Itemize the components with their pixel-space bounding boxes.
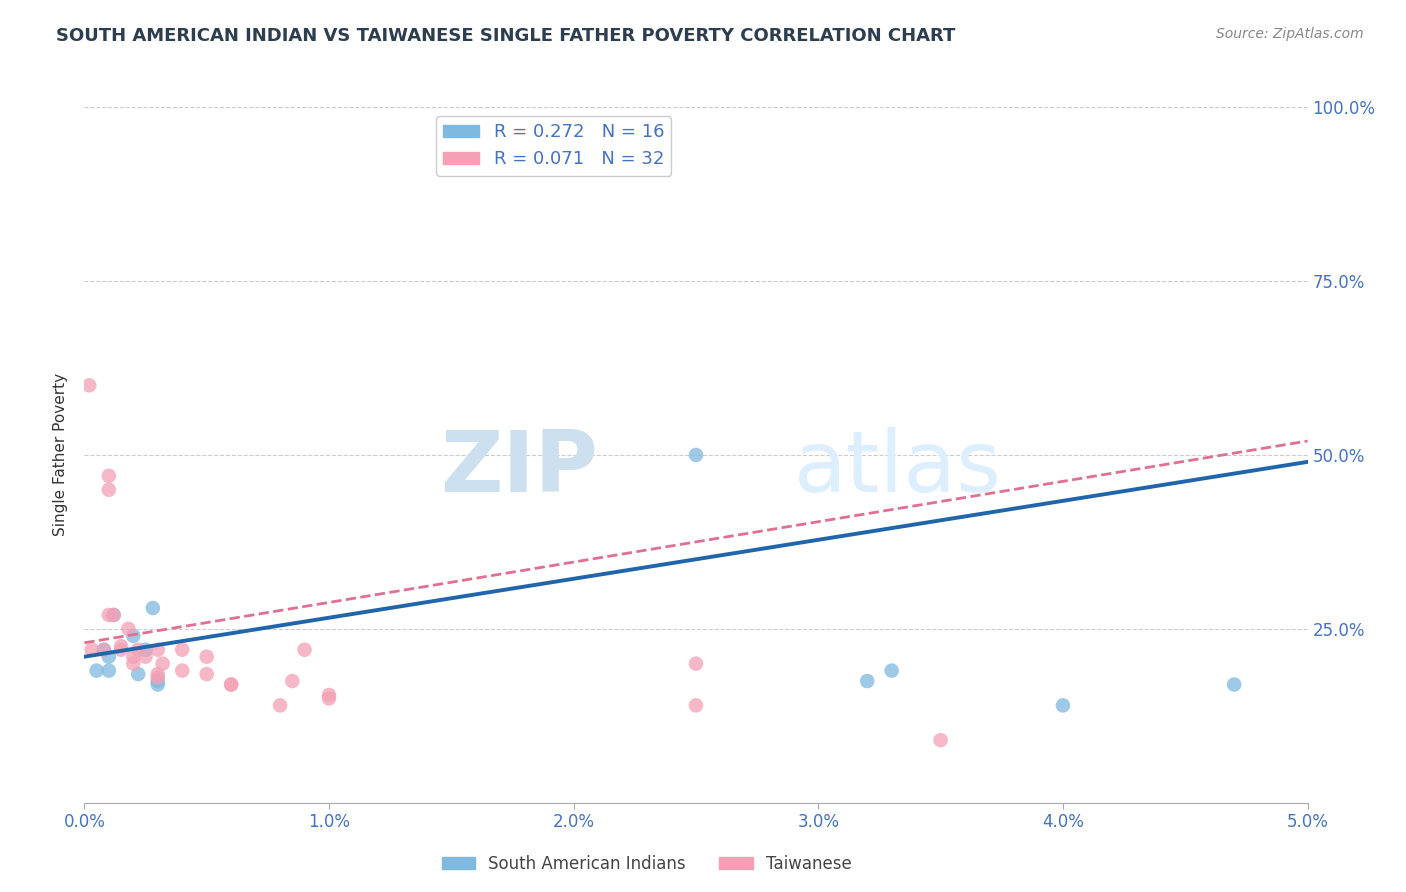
Point [135,642,157,657]
Point [146,667,169,681]
Point [127,642,149,657]
Point [142,601,165,615]
Point [281,674,304,689]
Point [856,674,879,689]
Point [97,483,120,497]
Text: SOUTH AMERICAN INDIAN VS TAIWANESE SINGLE FATHER POVERTY CORRELATION CHART: SOUTH AMERICAN INDIAN VS TAIWANESE SINGL… [56,27,956,45]
Legend: R = 0.272   N = 16, R = 0.071   N = 32: R = 0.272 N = 16, R = 0.071 N = 32 [436,116,672,176]
Y-axis label: Single Father Poverty: Single Father Poverty [53,374,69,536]
Point [86,664,108,678]
Text: atlas: atlas [794,427,1002,510]
Point [146,671,169,685]
Point [880,664,903,678]
Point [135,649,157,664]
Point [294,642,316,657]
Point [146,674,169,689]
Point [685,448,707,462]
Point [93,642,115,657]
Point [195,667,218,681]
Point [103,607,125,622]
Point [685,657,707,671]
Point [318,688,340,702]
Point [929,733,952,747]
Point [146,642,169,657]
Point [122,629,145,643]
Point [103,607,125,622]
Text: Source: ZipAtlas.com: Source: ZipAtlas.com [1216,27,1364,41]
Point [93,642,115,657]
Point [152,657,174,671]
Point [195,649,218,664]
Point [77,378,100,392]
Point [127,667,149,681]
Point [110,642,132,657]
Point [146,677,169,691]
Legend: South American Indians, Taiwanese: South American Indians, Taiwanese [434,848,859,880]
Point [269,698,291,713]
Point [97,664,120,678]
Point [685,698,707,713]
Point [1223,677,1246,691]
Point [172,642,194,657]
Point [97,468,120,483]
Point [117,622,139,636]
Point [219,677,242,691]
Point [110,639,132,653]
Point [318,691,340,706]
Point [122,657,145,671]
Point [122,649,145,664]
Point [219,677,242,691]
Point [80,642,103,657]
Point [1052,698,1074,713]
Point [172,664,194,678]
Point [97,607,120,622]
Text: ZIP: ZIP [440,427,598,510]
Point [97,649,120,664]
